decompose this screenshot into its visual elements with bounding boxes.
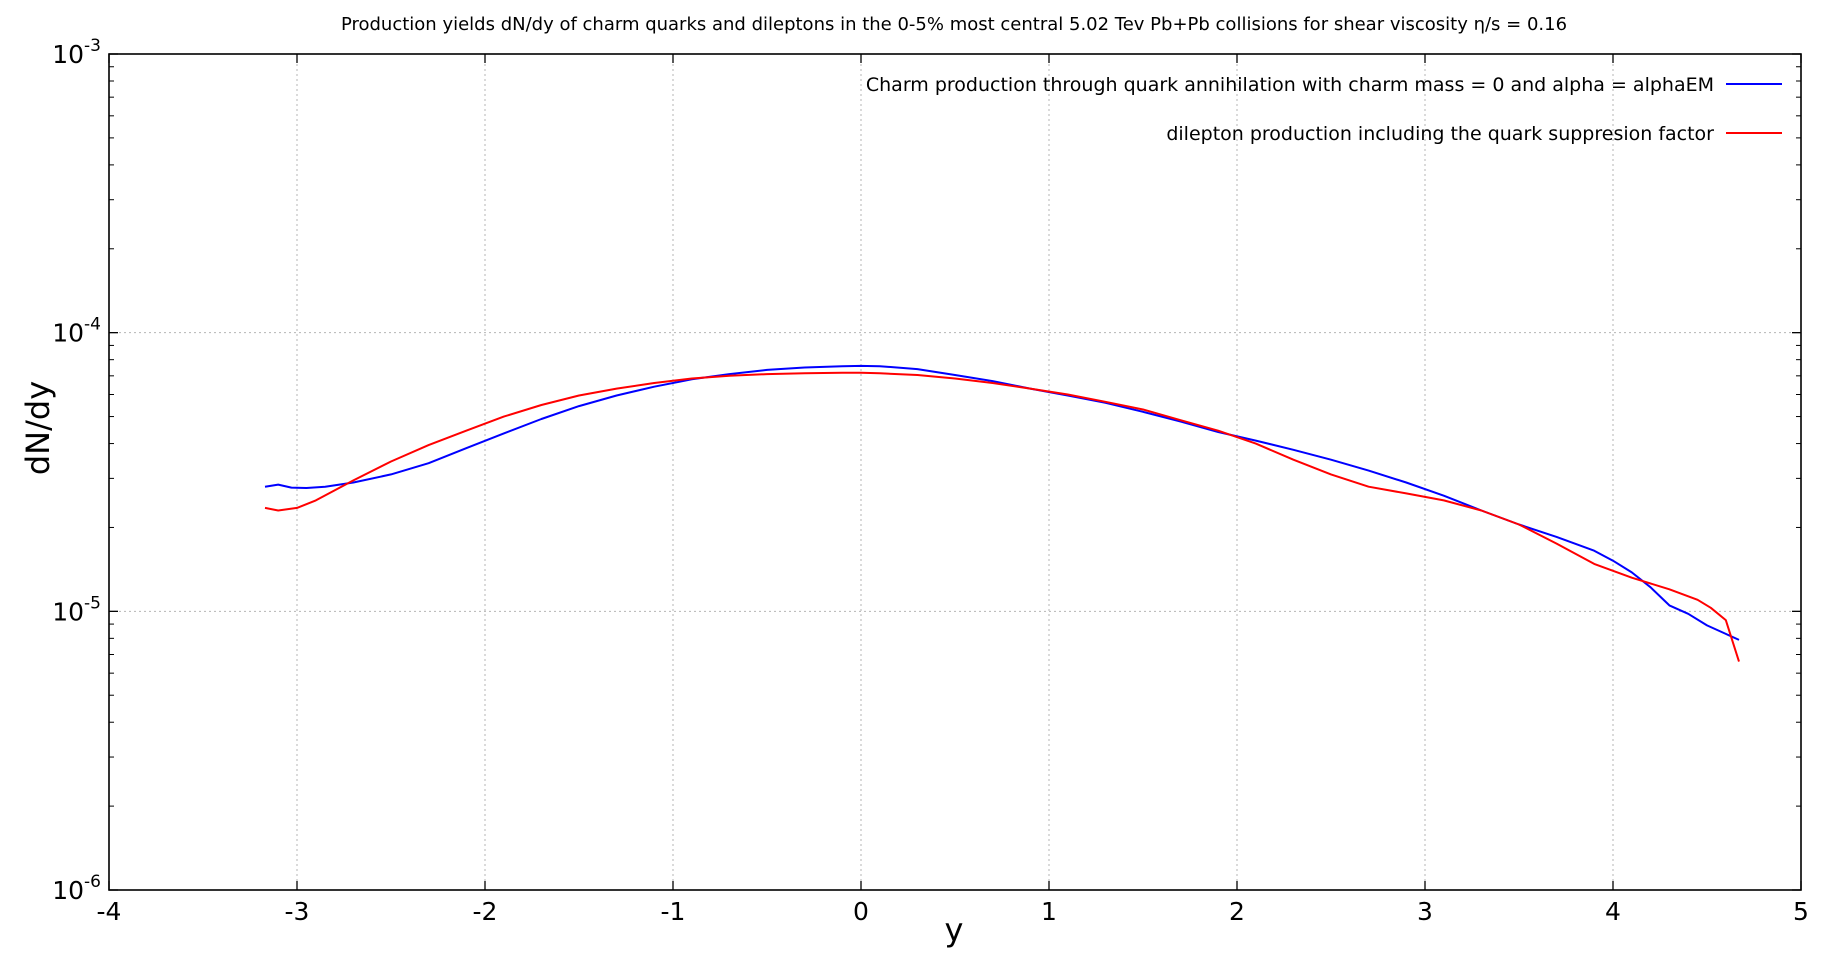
y-tick-label-exponent: -5 — [84, 593, 101, 613]
x-tick-label: 1 — [1041, 897, 1057, 926]
y-tick-label: 10-5 — [52, 593, 101, 626]
legend-label-2: dilepton production including the quark … — [1166, 123, 1714, 145]
x-tick-label: 2 — [1229, 897, 1245, 926]
x-tick-label: -2 — [473, 897, 498, 926]
y-tick-label-base: 10 — [52, 597, 84, 626]
x-axis-label: y — [945, 911, 964, 949]
x-tick-labels: -4 -3 -2 -1 0 1 2 3 4 5 — [97, 897, 1809, 926]
y-tick-label-exponent: -4 — [84, 315, 101, 335]
x-tick-label: 4 — [1605, 897, 1621, 926]
axis-ticks — [108, 53, 1802, 891]
x-tick-label: 5 — [1793, 897, 1809, 926]
grid — [109, 54, 1801, 890]
y-tick-label: 10-3 — [52, 36, 101, 69]
series-line-2 — [264, 371, 1740, 662]
y-tick-labels: 10-610-510-410-3 — [52, 36, 101, 905]
chart-title: Production yields dN/dy of charm quarks … — [341, 14, 1567, 35]
y-tick-label: 10-6 — [52, 872, 101, 905]
x-tick-label: 0 — [853, 897, 869, 926]
y-tick-label-exponent: -6 — [84, 872, 101, 892]
series-layer — [264, 364, 1740, 662]
legend: Charm production through quark annihilat… — [866, 74, 1782, 145]
y-tick-label-base: 10 — [52, 876, 84, 905]
x-tick-label: -3 — [285, 897, 310, 926]
x-tick-label: 3 — [1417, 897, 1433, 926]
y-axis-label: dN/dy — [19, 381, 57, 475]
y-tick-label-exponent: -3 — [84, 36, 101, 56]
x-tick-label: -1 — [661, 897, 686, 926]
y-tick-label: 10-4 — [52, 315, 101, 348]
y-tick-label-base: 10 — [52, 319, 84, 348]
plot-frame — [108, 53, 1802, 891]
legend-label-1: Charm production through quark annihilat… — [866, 74, 1714, 96]
series-line-1 — [264, 364, 1740, 641]
x-tick-label: -4 — [97, 897, 122, 926]
y-tick-label-base: 10 — [52, 40, 84, 69]
